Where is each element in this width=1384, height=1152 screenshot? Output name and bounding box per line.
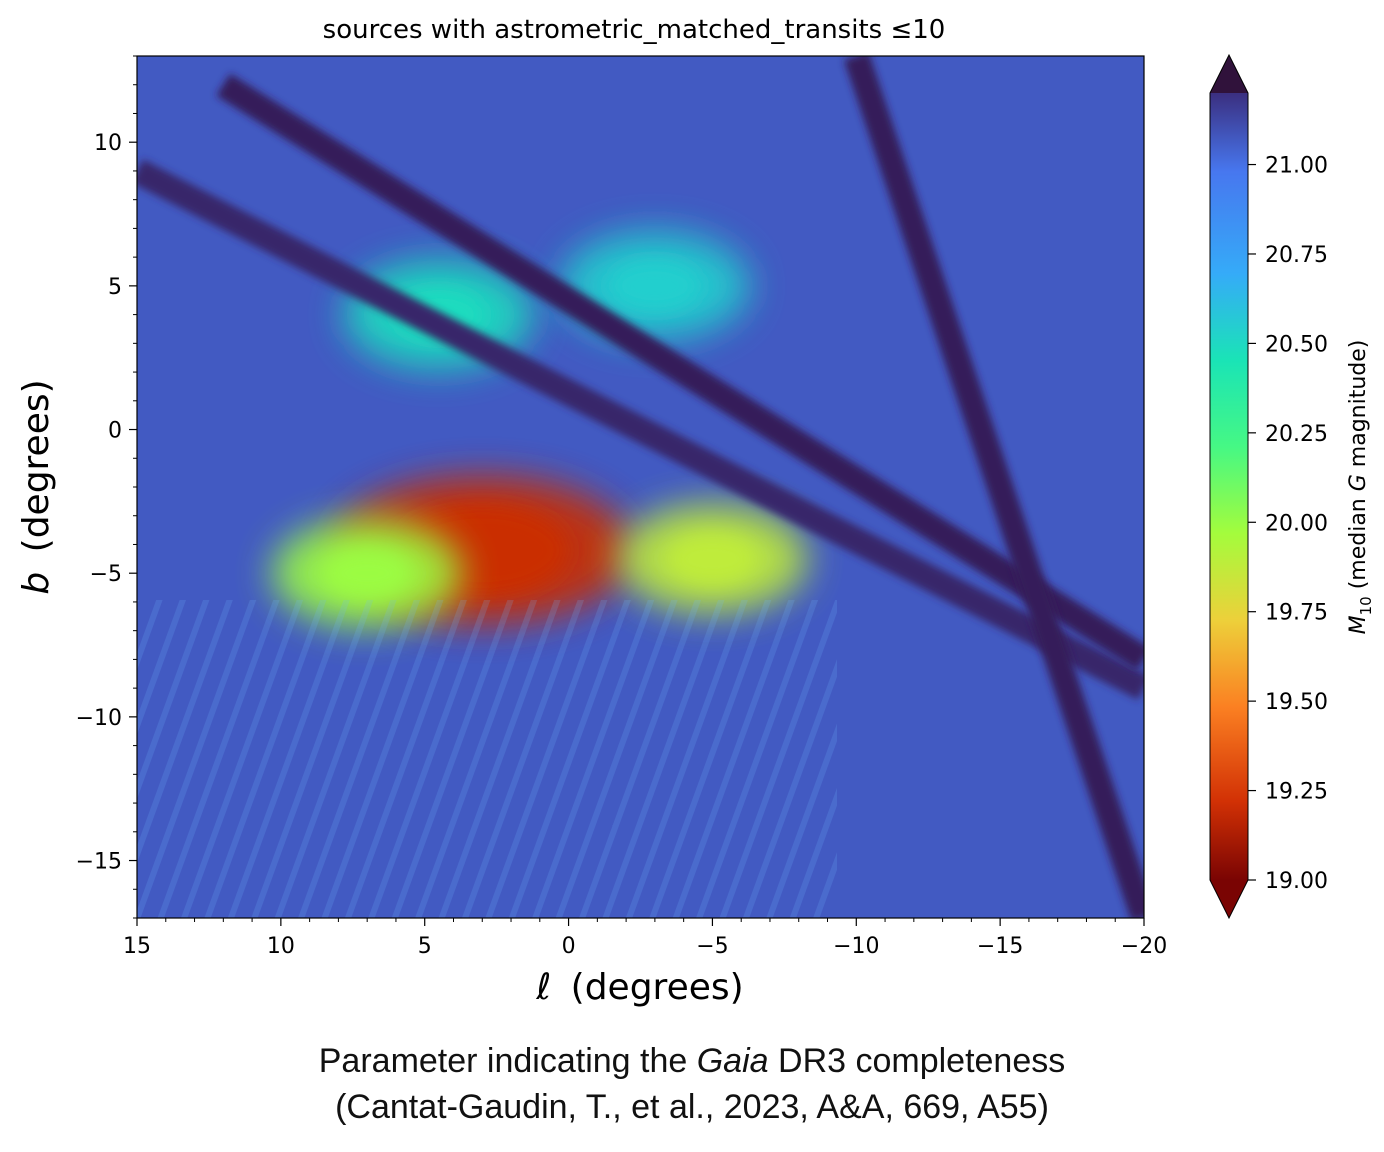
bulge-extension-core	[322, 548, 413, 599]
colorbar-tick-label: 20.25	[1265, 422, 1328, 447]
y-tick-label: 0	[108, 419, 122, 444]
colorbar-label: M10 (median G magnitude)	[1346, 340, 1375, 635]
colorbar-label-close: magnitude)	[1346, 340, 1371, 475]
x-tick-label: 10	[267, 934, 295, 959]
chart-figure: sources with astrometric_matched_transit…	[16, 15, 1375, 1008]
y-axis-unit: (degrees)	[16, 379, 57, 552]
scan-pattern	[137, 600, 837, 918]
x-axis-symbol: ℓ	[535, 967, 551, 1008]
colorbar-tick-label: 19.75	[1265, 601, 1328, 626]
x-tick-label: 15	[123, 934, 151, 959]
y-axis-label: b (degrees)	[16, 379, 57, 594]
colorbar-tick-label: 20.00	[1265, 511, 1328, 536]
x-axis-label: ℓ (degrees)	[535, 967, 743, 1008]
x-tick-label: −20	[1121, 934, 1167, 959]
colorbar-tick-label: 19.50	[1265, 690, 1328, 715]
caption-text-italic: Gaia	[696, 1042, 769, 1080]
colorbar-tick-label: 21.00	[1265, 154, 1328, 179]
y-tick-label: 5	[108, 275, 122, 300]
chart-title: sources with astrometric_matched_transit…	[323, 15, 946, 45]
colorbar-label-italic: G	[1346, 474, 1371, 491]
x-tick-label: −15	[977, 934, 1023, 959]
colorbar-label-prefix: M	[1346, 615, 1371, 634]
x-tick-label: −5	[696, 934, 728, 959]
caption-line-1: Parameter indicating the Gaia DR3 comple…	[0, 1042, 1384, 1081]
caption-text-after: DR3 completeness	[768, 1042, 1066, 1080]
y-tick-label: −10	[76, 706, 122, 731]
y-axis-symbol: b	[16, 572, 57, 595]
colorbar-ticks: 19.00 19.25 19.50 19.75 20.00 20.25 20.50 20.75…	[1248, 154, 1328, 894]
scan-arc	[843, 56, 1144, 918]
x-tick-label: 5	[418, 934, 432, 959]
colorbar-extend-top	[1210, 55, 1248, 93]
colorbar-tick-label: 20.75	[1265, 243, 1328, 268]
heatmap-plot	[137, 56, 1144, 918]
colorbar-tick-label: 19.00	[1265, 869, 1328, 894]
colorbar-tick-label: 19.25	[1265, 780, 1328, 805]
northern-clump-core	[609, 260, 700, 311]
scan-stripe	[216, 73, 1144, 671]
east-patch-core	[667, 533, 758, 584]
caption-line-2: (Cantat-Gaudin, T., et al., 2023, A&A, 6…	[335, 1088, 1049, 1126]
x-tick-label: 0	[562, 934, 576, 959]
colorbar-tick-label: 20.50	[1265, 332, 1328, 357]
y-axis: 10 5 0 −5 −10 −15	[76, 55, 137, 919]
x-axis-unit: (degrees)	[571, 967, 744, 1008]
scan-stripe	[137, 159, 1144, 700]
x-tick-label: −10	[833, 934, 879, 959]
y-tick-label: −15	[76, 850, 122, 875]
caption-text-before: Parameter indicating the	[318, 1042, 697, 1080]
heatmap-features	[137, 56, 1144, 918]
x-axis: 15 10 5 0 −5 −10 −15 −20	[123, 918, 1167, 959]
y-tick-label: 10	[94, 131, 122, 156]
colorbar-extend-bottom	[1210, 880, 1248, 918]
colorbar-label-open: (median	[1346, 491, 1371, 596]
colorbar-gradient	[1210, 93, 1248, 880]
y-tick-label: −5	[90, 562, 122, 587]
colorbar-label-subscript: 10	[1357, 596, 1375, 615]
colorbar: 19.00 19.25 19.50 19.75 20.00 20.25 20.50 20.75…	[1209, 53, 1375, 920]
